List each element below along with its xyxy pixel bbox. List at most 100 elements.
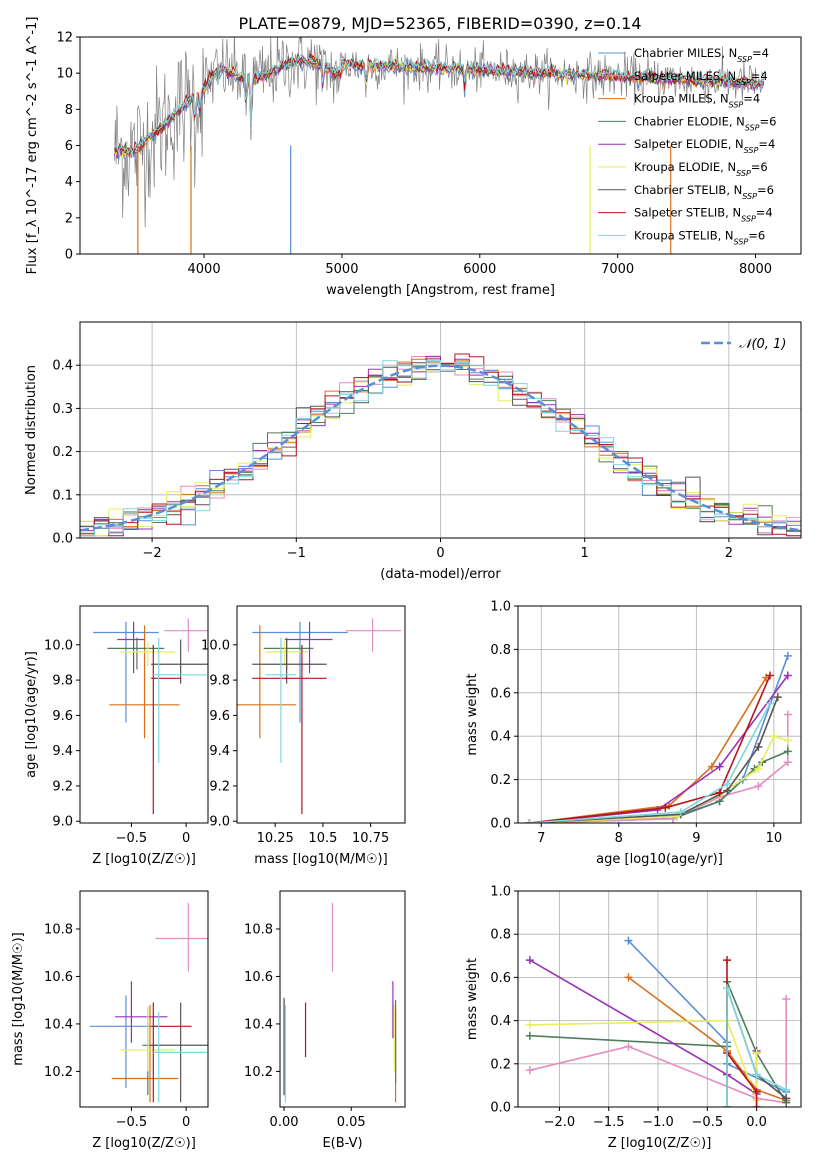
x-tick-label: 2	[725, 546, 733, 561]
y-tick-label: 10.8	[44, 922, 73, 937]
x-tick-label: −0.5	[116, 831, 148, 846]
x-tick-label: 6000	[463, 262, 496, 277]
errorbar-point	[164, 618, 208, 652]
x-tick-label: 10.25	[257, 831, 294, 846]
weight-series	[525, 673, 771, 823]
y-tick-label: 0.4	[490, 730, 511, 745]
x-tick-label: 0	[436, 546, 444, 561]
weight-vs-Z-ylabel: mass weight	[465, 958, 480, 1040]
residuals-xlabel: (data-model)/error	[380, 567, 501, 582]
errorbar-point	[252, 639, 327, 684]
errorbar-point	[151, 644, 181, 815]
x-tick-label: −0.5	[692, 1115, 724, 1130]
weight-marker	[782, 1085, 791, 1094]
x-tick-label: 0	[182, 1115, 190, 1130]
weight-marker	[773, 693, 782, 702]
mass-vs-ebv-panel: 0.00 0.05 10.2 10.4 10.6 10.8 E(B-V)	[244, 890, 406, 1151]
y-tick-label: 0	[65, 248, 73, 263]
weight-series	[525, 1016, 761, 1105]
y-tick-label: 10.0	[201, 638, 230, 653]
y-tick-label: 9.4	[209, 744, 230, 759]
weight-vs-Z-plot-area	[525, 936, 791, 1107]
legend-label: Chabrier MILES, NSSP=4	[634, 46, 769, 64]
y-tick-label: 12	[56, 31, 73, 46]
residuals-legend: 𝒩(0, 1)	[701, 337, 786, 352]
errorbar-point	[93, 621, 159, 723]
age-vs-mass-frame	[236, 605, 406, 824]
y-tick-label: 0.1	[52, 488, 73, 503]
errorbar-point	[153, 1012, 207, 1103]
y-tick-label: 6	[65, 139, 73, 154]
legend-label: Chabrier STELIB, NSSP=6	[634, 183, 774, 201]
errorbar-point	[151, 639, 208, 684]
x-tick-label: 1	[581, 546, 589, 561]
weight-marker	[783, 747, 792, 756]
weight-marker	[783, 736, 792, 745]
weight-marker	[653, 805, 662, 814]
mass-vs-Z-xlabel: Z [log10(Z/Z☉)]	[92, 1136, 196, 1151]
weight-marker	[765, 699, 774, 708]
mass-vs-Z-frame	[79, 890, 209, 1108]
weight-marker	[624, 973, 633, 982]
y-tick-label: 10.2	[244, 1065, 273, 1080]
errorbar-point	[109, 625, 180, 739]
y-tick-label: 0.0	[490, 817, 511, 832]
x-tick-label: 4000	[188, 262, 221, 277]
errorbar-point	[120, 1007, 176, 1072]
weight-marker	[525, 1020, 534, 1029]
x-tick-label: 10.5	[308, 831, 337, 846]
errorbar-point	[265, 637, 297, 764]
weight-marker	[782, 995, 791, 1003]
x-tick-label: −0.5	[116, 1115, 148, 1130]
y-tick-label: 9.8	[209, 674, 230, 689]
x-tick-label: −1.5	[593, 1115, 625, 1130]
weight-marker	[723, 1103, 732, 1107]
weight-marker	[715, 762, 724, 771]
y-tick-label: 4	[65, 175, 73, 190]
weight-marker	[525, 956, 534, 965]
y-tick-label: 9.6	[209, 709, 230, 724]
weight-marker	[754, 764, 763, 773]
y-tick-label: 1.0	[490, 600, 511, 615]
y-tick-label: 10.0	[44, 638, 73, 653]
spectrum-model-line	[114, 54, 765, 155]
residuals-ylabel: Normed distribution	[24, 365, 39, 495]
weight-marker	[752, 1049, 761, 1057]
weight-vs-Z-xlabel: Z [log10(Z/Z☉)]	[608, 1136, 712, 1151]
age-vs-Z-plot-area	[93, 618, 208, 815]
y-tick-label: 9.6	[52, 709, 73, 724]
age-vs-mass-xlabel: mass [log10(M/M☉)]	[254, 852, 387, 867]
errorbar-point	[252, 644, 327, 815]
weight-marker	[783, 671, 792, 680]
x-tick-label: 10.75	[352, 831, 389, 846]
y-tick-label: 0.0	[490, 1101, 511, 1116]
y-tick-label: 0.4	[490, 1014, 511, 1029]
x-tick-label: 0.0	[746, 1115, 767, 1130]
weight-line	[529, 674, 789, 823]
weight-marker	[769, 732, 778, 741]
x-tick-label: 9	[692, 831, 700, 846]
weight-marker	[783, 710, 792, 719]
x-tick-label: 0	[182, 831, 190, 846]
mass-vs-ebv-plot-area	[283, 902, 397, 1103]
weight-marker	[783, 758, 792, 767]
errorbar-point	[89, 995, 159, 1089]
weight-vs-age-panel: 7 8 9 10 0.0 0.2 0.4 0.6 0.8 1.0 age [log10(age/yr…	[465, 600, 802, 867]
weight-line	[529, 675, 771, 823]
y-tick-label: 10.6	[44, 970, 73, 985]
x-tick-label: −1.0	[642, 1115, 674, 1130]
weight-marker	[752, 1070, 761, 1079]
weight-marker	[525, 1066, 534, 1075]
x-tick-label: 8000	[739, 262, 772, 277]
weight-line	[726, 987, 787, 1107]
weight-line	[529, 1019, 758, 1101]
weight-marker	[707, 762, 716, 771]
y-tick-label: 0.6	[490, 971, 511, 986]
figure-title: PLATE=0879, MJD=52365, FIBERID=0390, z=0…	[238, 14, 641, 33]
y-tick-label: 0.2	[52, 445, 73, 460]
weight-marker	[676, 808, 685, 817]
weight-marker	[782, 1094, 791, 1103]
x-tick-label: −2.0	[544, 1115, 576, 1130]
weight-vs-age-xlabel: age [log10(age/yr)]	[596, 852, 723, 867]
errorbar-point	[252, 621, 348, 723]
